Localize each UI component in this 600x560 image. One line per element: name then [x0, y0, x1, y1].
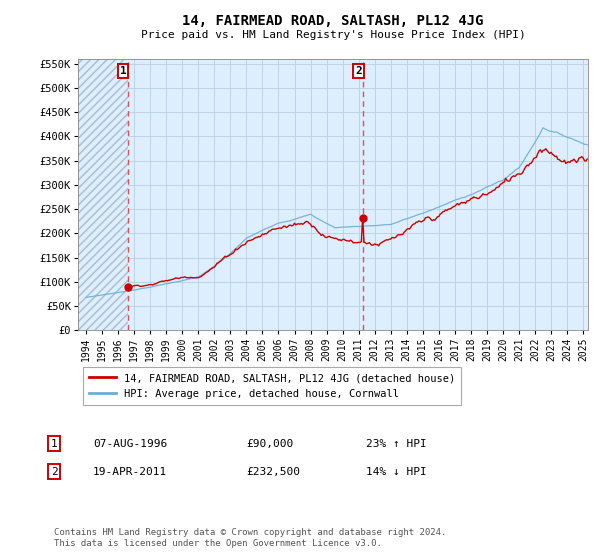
Bar: [78, 59, 128, 330]
Text: £232,500: £232,500: [246, 466, 300, 477]
Legend: 14, FAIRMEAD ROAD, SALTASH, PL12 4JG (detached house), HPI: Average price, detac: 14, FAIRMEAD ROAD, SALTASH, PL12 4JG (de…: [83, 367, 461, 405]
Text: Contains HM Land Registry data © Crown copyright and database right 2024.
This d: Contains HM Land Registry data © Crown c…: [54, 528, 446, 548]
Text: 2: 2: [355, 66, 362, 76]
Text: £90,000: £90,000: [246, 438, 293, 449]
Text: 14% ↓ HPI: 14% ↓ HPI: [366, 466, 427, 477]
Text: Price paid vs. HM Land Registry's House Price Index (HPI): Price paid vs. HM Land Registry's House …: [140, 30, 526, 40]
Text: 19-APR-2011: 19-APR-2011: [93, 466, 167, 477]
Text: 1: 1: [119, 66, 126, 76]
Text: 1: 1: [50, 438, 58, 449]
Text: 07-AUG-1996: 07-AUG-1996: [93, 438, 167, 449]
Text: 23% ↑ HPI: 23% ↑ HPI: [366, 438, 427, 449]
Text: 2: 2: [50, 466, 58, 477]
Text: 14, FAIRMEAD ROAD, SALTASH, PL12 4JG: 14, FAIRMEAD ROAD, SALTASH, PL12 4JG: [182, 14, 484, 28]
